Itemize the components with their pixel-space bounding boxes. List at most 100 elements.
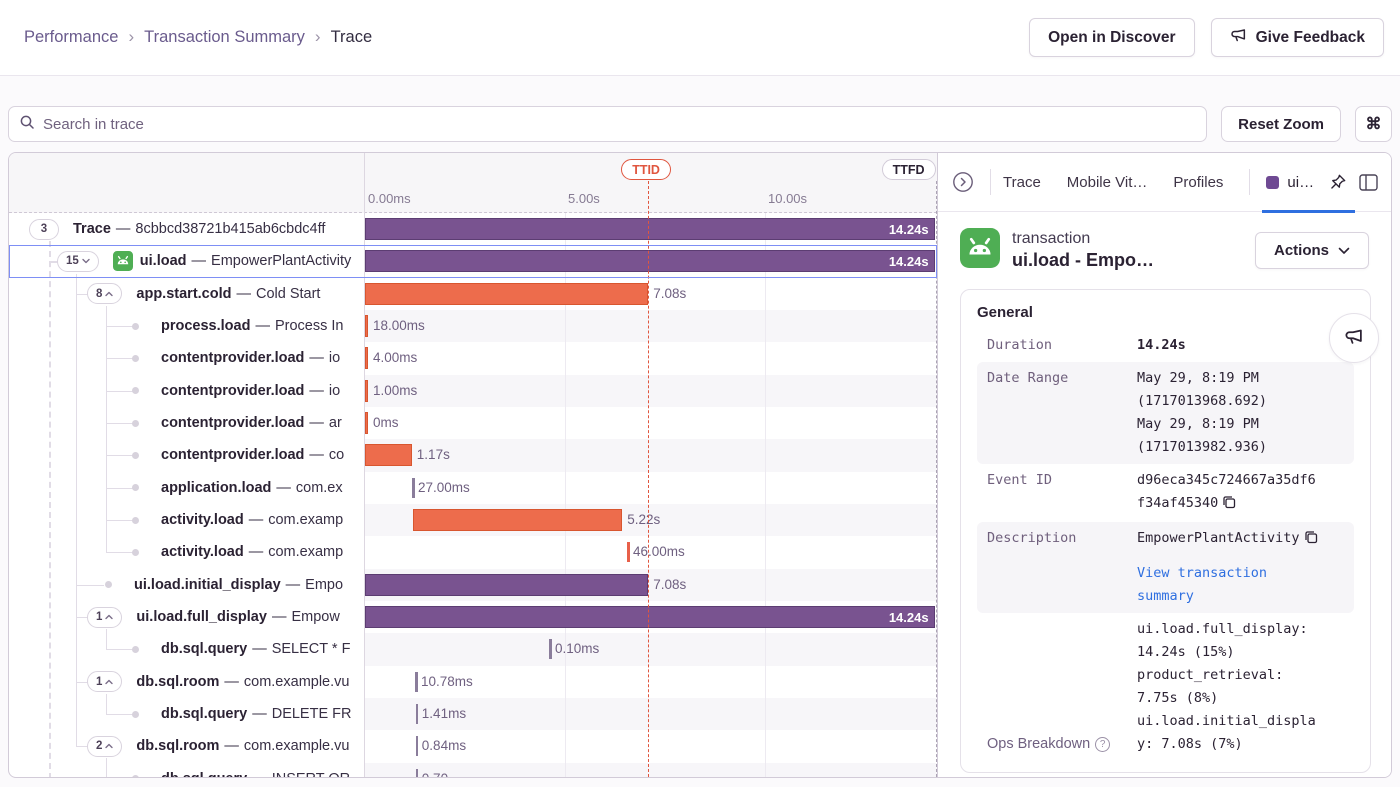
span-bar[interactable]: 14.24s (365, 605, 935, 628)
trace-row-Trace[interactable]: 3 Trace —8cbbcd38721b415ab6cbdc4ff 14.24s (9, 213, 937, 245)
span-timeline-cell[interactable]: 1.41ms (364, 697, 937, 731)
trace-row-db-sql-room[interactable]: 2 db.sql.room — com.example.vu 0.84ms (9, 730, 937, 762)
span-timeline-cell[interactable]: 0.70 (364, 762, 937, 777)
breadcrumb-item-transaction-summary[interactable]: Transaction Summary (144, 28, 305, 46)
span-bar[interactable] (365, 379, 368, 402)
span-tick[interactable] (627, 542, 630, 563)
span-timeline-cell[interactable]: 1.17s (364, 439, 937, 472)
children-count-pill[interactable]: 15 (57, 250, 99, 272)
span-timeline-cell[interactable]: 5.22s (364, 503, 937, 537)
trace-row-contentprovider-load[interactable]: contentprovider.load — io 1.00ms (9, 374, 937, 407)
span-tree-cell[interactable]: 1 db.sql.room — com.example.vu (9, 666, 364, 698)
span-bar[interactable] (365, 444, 412, 467)
span-tree-cell[interactable]: 15 ui.load — EmpowerPlantActivity (9, 245, 364, 277)
ttfd-badge[interactable]: TTFD (881, 159, 936, 180)
trace-row-db-sql-query[interactable]: db.sql.query — SELECT * F 0.10ms (9, 633, 937, 666)
copy-icon[interactable] (1222, 494, 1236, 517)
span-timeline-cell[interactable]: 18.00ms (364, 309, 937, 343)
span-timeline-cell[interactable]: 0ms (364, 407, 937, 439)
span-tree-cell[interactable]: 1 ui.load.full_display — Empow (9, 601, 364, 633)
trace-row-contentprovider-load[interactable]: contentprovider.load — co 1.17s (9, 439, 937, 472)
span-tree-cell[interactable]: 2 db.sql.room — com.example.vu (9, 730, 364, 762)
span-bar[interactable] (365, 573, 649, 596)
trace-row-process-load[interactable]: process.load — Process In 18.00ms (9, 309, 937, 343)
span-tick[interactable] (549, 639, 552, 660)
span-bar[interactable] (413, 508, 623, 531)
span-tick[interactable] (415, 736, 419, 757)
span-bar[interactable] (365, 411, 368, 434)
children-count-pill[interactable]: 1 (87, 671, 123, 693)
span-tree-cell[interactable]: contentprovider.load — ar (9, 407, 364, 439)
help-icon[interactable]: ? (1095, 737, 1111, 752)
trace-row-db-sql-room[interactable]: 1 db.sql.room — com.example.vu 10.78ms (9, 666, 937, 698)
span-timeline-cell[interactable]: 0.84ms (364, 730, 937, 762)
span-tree-cell[interactable]: db.sql.query—INSERT OR (9, 763, 364, 777)
span-tree-cell[interactable]: db.sql.query — SELECT * F (9, 633, 364, 665)
span-tree-cell[interactable]: process.load — Process In (9, 310, 364, 342)
span-tick[interactable] (415, 703, 419, 724)
span-tree-cell[interactable]: 3 Trace —8cbbcd38721b415ab6cbdc4ff (9, 213, 364, 245)
give-feedback-button[interactable]: Give Feedback (1210, 18, 1384, 57)
span-bar[interactable] (365, 347, 368, 370)
children-count-pill[interactable]: 1 (87, 606, 123, 628)
ttid-badge[interactable]: TTID (621, 159, 671, 180)
trace-row-db-sql-query[interactable]: db.sql.query — DELETE FR 1.41ms (9, 697, 937, 731)
children-count-pill[interactable]: 8 (87, 283, 123, 305)
span-timeline-cell[interactable]: 46.00ms (364, 536, 937, 568)
tab-trace[interactable]: Trace (1003, 173, 1041, 191)
children-count-pill[interactable]: 3 (29, 218, 59, 240)
span-tree-cell[interactable]: activity.load — com.examp (9, 536, 364, 568)
layout-sidebar-left-icon[interactable] (1355, 170, 1382, 195)
span-tick[interactable] (415, 768, 419, 777)
span-tree-cell[interactable]: db.sql.query — DELETE FR (9, 698, 364, 730)
expand-panel-button[interactable] (948, 167, 978, 197)
span-tree-cell[interactable]: application.load — com.ex (9, 472, 364, 504)
trace-row-app-start-cold[interactable]: 8 app.start.cold — Cold Start 7.08s (9, 278, 937, 310)
search-box[interactable] (8, 106, 1208, 142)
span-tree-cell[interactable]: activity.load — com.examp (9, 504, 364, 536)
span-tree-cell[interactable]: ui.load.initial_display — Empo (9, 569, 364, 601)
span-timeline-cell[interactable]: 14.24s (364, 213, 937, 245)
search-input[interactable] (43, 115, 1197, 133)
span-tick[interactable] (412, 477, 415, 498)
span-timeline-cell[interactable]: 10.78ms (364, 666, 937, 698)
trace-row-db-sql-query[interactable]: db.sql.query—INSERT OR 0.70 (9, 762, 937, 777)
trace-row-ui-load-initial_display[interactable]: ui.load.initial_display — Empo 7.08s (9, 568, 937, 601)
span-tree-cell[interactable]: contentprovider.load — co (9, 439, 364, 471)
tab-profiles[interactable]: Profiles (1173, 173, 1224, 191)
trace-row-ui-load-full_display[interactable]: 1 ui.load.full_display — Empow 14.24s (9, 601, 937, 633)
view-transaction-summary-link[interactable]: View transaction (1137, 565, 1268, 581)
trace-row-application-load[interactable]: application.load — com.ex 27.00ms (9, 472, 937, 504)
span-timeline-cell[interactable]: 1.00ms (364, 374, 937, 407)
actions-button[interactable]: Actions (1254, 232, 1369, 269)
span-tree-cell[interactable]: contentprovider.load — io (9, 342, 364, 374)
span-timeline-cell[interactable]: 27.00ms (364, 472, 937, 504)
copy-icon[interactable] (1304, 529, 1318, 552)
trace-row-ui-load[interactable]: 15 ui.load — EmpowerPlantActivity 14.24s (9, 245, 937, 278)
span-tree-cell[interactable]: contentprovider.load — io (9, 375, 364, 407)
breadcrumb-item-performance[interactable]: Performance (24, 28, 119, 46)
span-timeline-cell[interactable]: 7.08s (364, 278, 937, 310)
tab-ui-load-active[interactable]: ui… (1262, 153, 1356, 213)
span-bar[interactable]: 14.24s (365, 250, 935, 273)
children-count-pill[interactable]: 2 (87, 735, 123, 757)
reset-zoom-button[interactable]: Reset Zoom (1221, 106, 1341, 142)
trace-row-contentprovider-load[interactable]: contentprovider.load — io 4.00ms (9, 342, 937, 374)
span-timeline-cell[interactable]: 0.10ms (364, 633, 937, 666)
span-bar[interactable] (365, 282, 649, 305)
span-bar[interactable] (365, 314, 368, 337)
trace-row-activity-load[interactable]: activity.load — com.examp 5.22s (9, 503, 937, 537)
tree-timeline-divider[interactable] (364, 153, 365, 777)
trace-row-activity-load[interactable]: activity.load — com.examp 46.00ms (9, 536, 937, 568)
trace-row-contentprovider-load[interactable]: contentprovider.load — ar 0ms (9, 407, 937, 439)
keyboard-shortcut-button[interactable]: ⌘ (1355, 106, 1392, 142)
span-tree-cell[interactable]: 8 app.start.cold — Cold Start (9, 278, 364, 310)
feedback-fab-button[interactable] (1329, 313, 1379, 363)
span-timeline-cell[interactable]: 14.24s (364, 245, 937, 277)
span-bar[interactable]: 14.24s (365, 218, 935, 240)
span-timeline-cell[interactable]: 14.24s (364, 601, 937, 633)
span-timeline-cell[interactable]: 4.00ms (364, 342, 937, 374)
tab-mobile-vit-[interactable]: Mobile Vit… (1066, 173, 1148, 191)
view-transaction-summary-link[interactable]: summary (1137, 588, 1194, 604)
span-tick[interactable] (415, 671, 418, 692)
